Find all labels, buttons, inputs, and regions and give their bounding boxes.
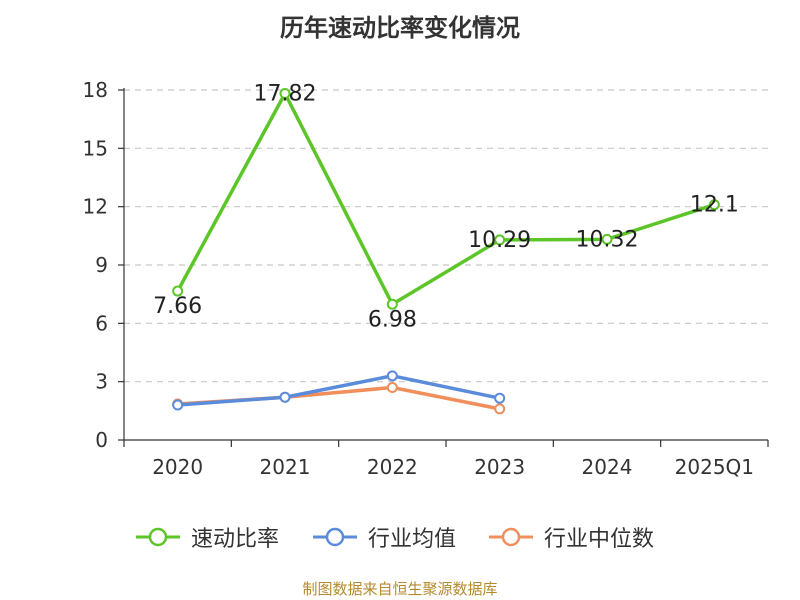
legend-item-industry-mean[interactable]: 行业均值 — [312, 520, 456, 554]
data-point-series-1 — [279, 391, 291, 403]
data-point-series-0 — [494, 234, 506, 246]
x-tick-label: 2023 — [474, 455, 525, 479]
legend-item-industry-median[interactable]: 行业中位数 — [488, 520, 654, 554]
data-point-series-0 — [708, 199, 720, 211]
data-label-layer: 7.66 17.82 6.98 10.29 10.32 12.1 — [153, 82, 739, 333]
data-point-series-0 — [172, 285, 184, 297]
y-tick-label: 12 — [83, 195, 108, 219]
data-point-series-1 — [494, 392, 506, 404]
axis-layer: 0 3 6 9 12 15 18 2020 2021 2022 2023 2024 2025Q1 — [83, 78, 769, 479]
y-tick-label: 6 — [95, 311, 108, 335]
legend-label-industry-mean: 行业均值 — [368, 527, 457, 552]
data-point-series-2 — [494, 403, 506, 415]
x-tick-label: 2022 — [367, 455, 418, 479]
data-label: 6.98 — [368, 307, 417, 332]
series-line-1 — [177, 374, 501, 407]
source-note: 制图数据来自恒生聚源数据库 — [302, 580, 498, 598]
data-label: 10.32 — [576, 227, 639, 252]
data-point-series-2 — [386, 382, 398, 393]
y-tick-label: 3 — [95, 370, 108, 394]
series-layer — [172, 88, 720, 415]
data-point-series-0 — [601, 233, 613, 245]
series-line-2 — [177, 385, 501, 411]
x-tick-label: 2024 — [582, 455, 633, 479]
x-tick-label: 2021 — [260, 455, 311, 479]
grid-layer — [124, 89, 768, 383]
legend-swatch-industry-median — [489, 527, 533, 547]
y-tick-label: 15 — [83, 136, 108, 160]
legend-label-industry-median: 行业中位数 — [544, 527, 655, 552]
y-tick-label: 0 — [95, 428, 108, 452]
series-line-0 — [176, 91, 715, 307]
legend-label-quick-ratio: 速动比率 — [191, 527, 280, 552]
data-label: 7.66 — [153, 294, 202, 319]
data-point-series-1 — [172, 399, 184, 411]
data-label: 12.1 — [690, 193, 739, 218]
legend: 速动比率 行业均值 行业中位数 — [0, 520, 800, 554]
legend-swatch-industry-mean — [313, 527, 357, 547]
x-tick-label: 2025Q1 — [675, 455, 754, 479]
data-label: 17.82 — [254, 82, 317, 107]
data-point-series-0 — [279, 88, 291, 99]
data-point-series-0 — [386, 298, 398, 310]
y-tick-label: 9 — [95, 253, 108, 277]
legend-item-quick-ratio[interactable]: 速动比率 — [135, 520, 279, 554]
legend-swatch-quick-ratio — [136, 527, 180, 547]
data-label: 10.29 — [468, 228, 531, 253]
chart-title: 历年速动比率变化情况 — [280, 14, 520, 42]
y-tick-label: 18 — [83, 78, 108, 102]
x-tick-label: 2020 — [152, 455, 203, 479]
data-point-series-1 — [386, 370, 398, 382]
